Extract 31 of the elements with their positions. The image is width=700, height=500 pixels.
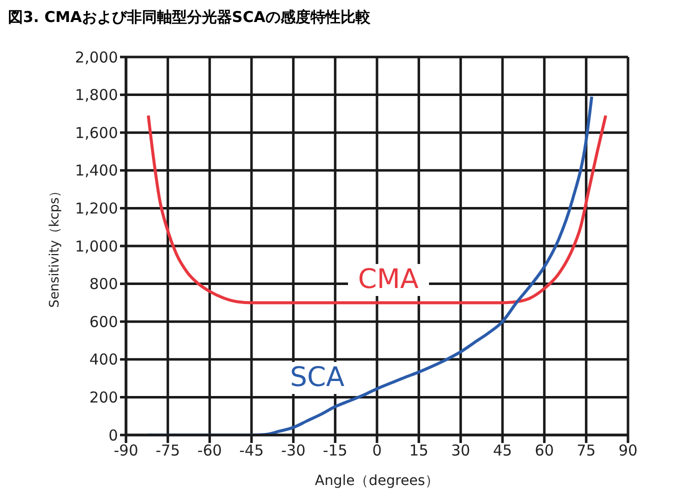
- y-axis-title: Sensitivity（kcps）: [48, 184, 63, 308]
- line-series: [146, 95, 594, 435]
- x-tick-label: 75: [576, 442, 596, 460]
- x-tick-label: 0: [372, 442, 382, 460]
- line-series: [146, 114, 608, 304]
- series-label: CMA: [348, 264, 429, 296]
- x-tick-label: 15: [409, 442, 428, 460]
- x-tick-label: -60: [197, 442, 222, 460]
- series-label: SCA: [280, 362, 354, 394]
- x-tick-label: 30: [451, 442, 470, 460]
- x-tick-label: -45: [239, 442, 264, 460]
- y-tick-label: 1,600: [75, 124, 118, 142]
- y-tick-label: 1,000: [75, 237, 118, 256]
- y-tick-label: 200: [89, 388, 118, 407]
- y-tick-label: 0: [108, 426, 118, 444]
- y-tick-label: 1,200: [75, 200, 118, 218]
- x-tick-label: 45: [492, 442, 512, 460]
- y-tick-label: 1,800: [75, 86, 118, 104]
- y-tick-label: 800: [89, 275, 118, 294]
- x-tick-label: 90: [618, 442, 638, 460]
- y-tick-label: 2,000: [75, 48, 118, 66]
- x-tick-label: 60: [534, 442, 554, 460]
- y-tick-label: 600: [89, 312, 118, 331]
- y-tick-label: 400: [89, 350, 118, 369]
- y-tick-label: 1,400: [75, 162, 118, 180]
- x-tick-label: -75: [156, 442, 180, 460]
- x-tick-label: -30: [281, 442, 306, 460]
- chart-title: 図3. CMAおよび非同軸型分光器SCAの感度特性比較: [8, 8, 370, 27]
- x-tick-label: -90: [114, 442, 138, 460]
- x-axis-title: Angle（degrees）: [314, 473, 440, 489]
- x-tick-label: -15: [322, 442, 348, 460]
